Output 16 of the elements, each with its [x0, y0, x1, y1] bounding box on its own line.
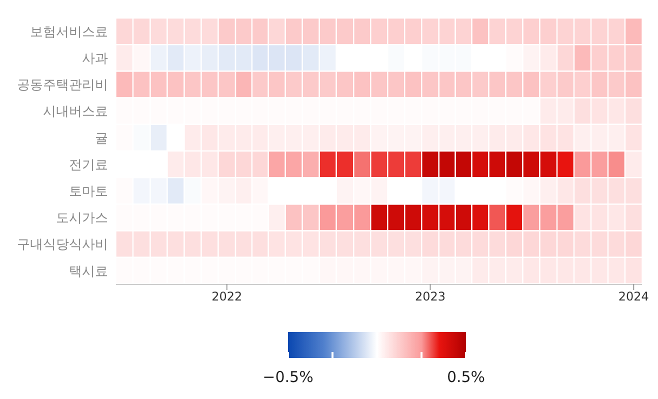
color-scale: −0.5% 0.5%: [248, 328, 508, 398]
y-tick-label: 택시료: [69, 264, 108, 280]
y-tick-label: 보험서비스료: [30, 24, 108, 40]
y-tick-label: 구내식당식사비: [17, 238, 108, 253]
x-tick-label: 2022: [212, 290, 242, 304]
y-tick-label: 사과: [82, 52, 108, 67]
x-tick-label: 2023: [414, 290, 446, 304]
y-tick-label: 시내버스료: [43, 104, 108, 120]
color-bar-label: −0.5%: [262, 368, 314, 386]
color-bar-label: 0.5%: [446, 368, 486, 386]
y-tick-label: 전기료: [69, 158, 108, 173]
y-tick-label: 토마토: [69, 184, 108, 200]
x-tick-label: 2024: [618, 290, 649, 304]
y-tick-label: 귤: [95, 131, 108, 146]
y-tick-label: 공동주택관리비: [17, 78, 108, 94]
y-tick-label: 도시가스: [56, 211, 108, 226]
